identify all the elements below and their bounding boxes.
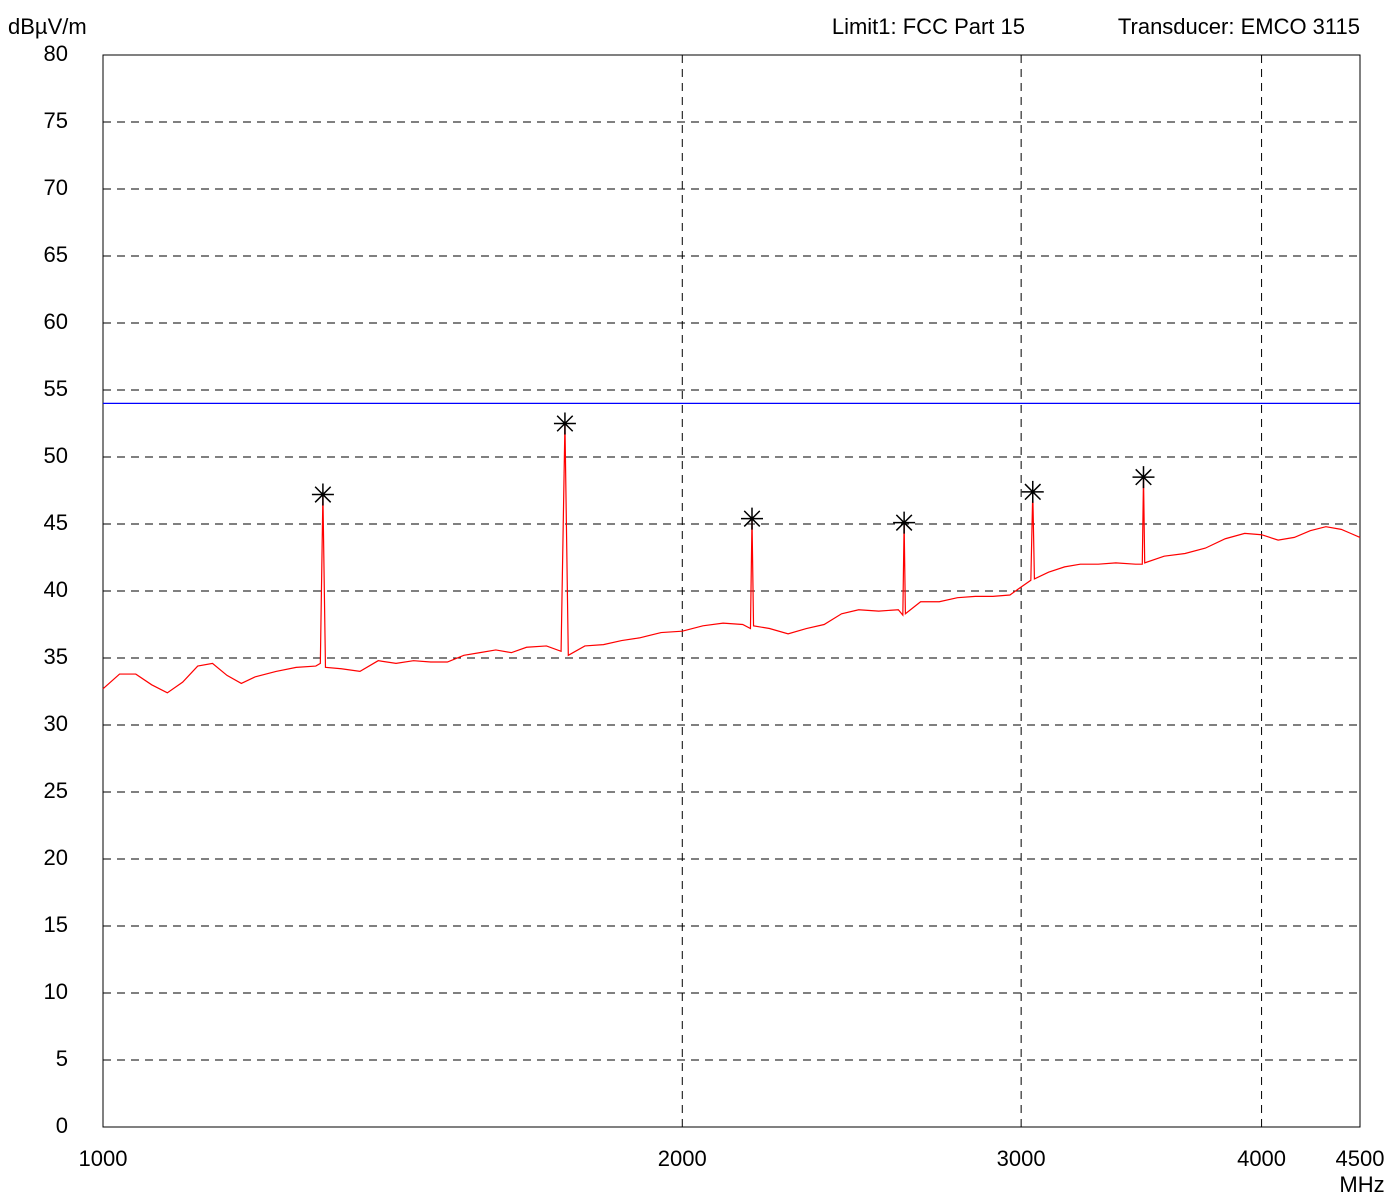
y-tick-label: 60 <box>44 309 68 334</box>
x-tick-label: 4500 <box>1336 1146 1385 1171</box>
y-tick-label: 10 <box>44 979 68 1004</box>
y-tick-label: 35 <box>44 644 68 669</box>
y-tick-label: 50 <box>44 443 68 468</box>
y-tick-label: 15 <box>44 912 68 937</box>
y-tick-label: 30 <box>44 711 68 736</box>
x-axis-label: MHz <box>1339 1172 1384 1197</box>
peak-marker <box>893 511 916 534</box>
x-tick-label: 4000 <box>1237 1146 1286 1171</box>
peak-marker <box>553 412 576 435</box>
trace-line <box>102 423 1361 694</box>
x-tick-label: 3000 <box>997 1146 1046 1171</box>
y-tick-label: 80 <box>44 41 68 66</box>
y-tick-label: 45 <box>44 510 68 535</box>
y-tick-label: 25 <box>44 778 68 803</box>
plot-frame <box>102 54 1361 1128</box>
y-tick-label: 40 <box>44 577 68 602</box>
peak-marker <box>311 483 334 506</box>
y-tick-label: 0 <box>56 1113 68 1138</box>
y-tick-label: 55 <box>44 376 68 401</box>
peak-marker <box>1132 466 1155 489</box>
peak-marker <box>1021 480 1044 503</box>
x-tick-label: 1000 <box>79 1146 128 1171</box>
y-tick-label: 20 <box>44 845 68 870</box>
y-tick-label: 75 <box>44 108 68 133</box>
y-axis-label: dBµV/m <box>8 14 87 39</box>
header-transducer: Transducer: EMCO 3115 <box>1118 14 1360 39</box>
header-limit: Limit1: FCC Part 15 <box>832 14 1025 39</box>
y-tick-label: 5 <box>56 1046 68 1071</box>
y-tick-label: 70 <box>44 175 68 200</box>
x-tick-label: 2000 <box>658 1146 707 1171</box>
peak-marker <box>741 507 763 530</box>
y-tick-label: 65 <box>44 242 68 267</box>
